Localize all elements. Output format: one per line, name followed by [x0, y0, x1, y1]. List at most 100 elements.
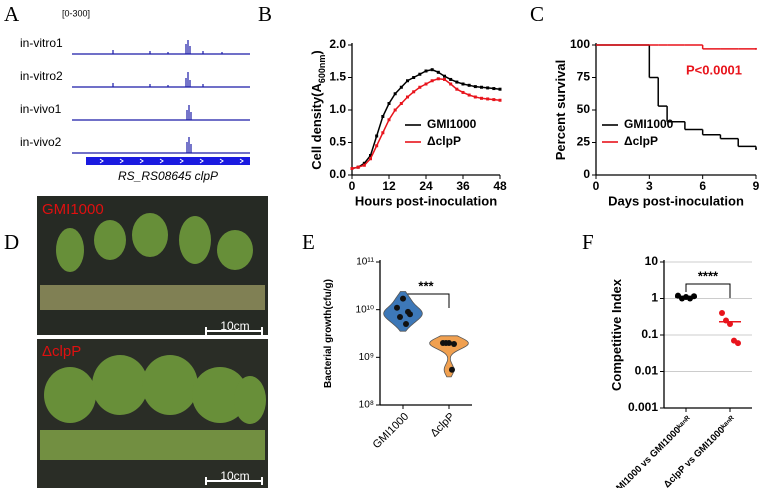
scale-label: 10cm [220, 319, 249, 333]
x-tick-label: 48 [493, 179, 507, 193]
y-tick-label: 1.5 [329, 70, 346, 84]
point [719, 310, 725, 317]
point [412, 90, 416, 94]
gene-arrows [99, 158, 244, 164]
x-tick-label: 12 [382, 179, 396, 193]
gene-label: RS_RS08645 clpP [118, 169, 218, 183]
plants [40, 213, 266, 460]
y-tick-label: 25 [577, 135, 591, 149]
point [424, 82, 428, 86]
track-label: in-vitro1 [20, 36, 63, 50]
point [381, 131, 385, 135]
point [418, 85, 422, 89]
y-axis-label: Bacterial growth(cfu/g) [323, 279, 334, 388]
y-tick-label: 10¹⁰ [356, 304, 374, 315]
point [399, 102, 403, 105]
y-tick-label: 0.001 [628, 400, 658, 414]
y-axis-label-part: Cell density(A [309, 82, 324, 169]
point [387, 102, 391, 105]
point [406, 79, 409, 83]
y-tick-label: 0.5 [329, 135, 346, 149]
panel-letter: E [302, 230, 315, 254]
x-tick-label: 24 [419, 179, 433, 193]
y-tick-label: 0.01 [635, 364, 659, 378]
coverage-tracks [72, 40, 250, 154]
x-tick-label: GMI1000 [371, 411, 411, 451]
x-tick-label: ΔclpP vs GMI1000ᵏᵃⁿᴿ [662, 414, 739, 488]
point [406, 95, 409, 99]
point [480, 96, 483, 100]
x-tick-label: 3 [646, 179, 653, 193]
point [449, 77, 453, 81]
point [375, 134, 379, 138]
track-label: in-vivo1 [20, 102, 62, 116]
point [400, 295, 406, 302]
point [362, 163, 366, 167]
point [473, 85, 477, 89]
point [356, 165, 360, 169]
track-range: [0-300] [62, 8, 90, 18]
y-tick-label: 1 [651, 291, 658, 305]
y-tick-label: 10⁹ [359, 352, 374, 363]
point [350, 167, 354, 170]
legend-label: ΔclpP [427, 134, 461, 148]
x-tick-label: 0 [593, 179, 600, 193]
track-label: in-vivo2 [20, 135, 62, 149]
x-tick-label: 36 [456, 179, 470, 193]
point [498, 87, 502, 91]
annotation: P<0.0001 [686, 62, 742, 77]
point [436, 77, 440, 81]
point [455, 80, 459, 84]
y-tick-label: 10⁸ [359, 400, 374, 411]
point [467, 83, 471, 87]
point [455, 87, 459, 91]
scale-bar [205, 477, 263, 485]
point [393, 108, 397, 112]
point [412, 76, 416, 79]
legend-label: GMI1000 [427, 117, 477, 131]
point [375, 144, 379, 148]
point [430, 68, 434, 72]
panel-d: GMI1000 ΔclpP 10cm 10cm [37, 196, 268, 488]
panel-letter: D [4, 230, 19, 254]
series-line [351, 78, 501, 170]
y-axis-label-part: Competitive Index [609, 278, 624, 391]
y-axis-label-part: Percent survival [553, 60, 568, 160]
y-tick-label: 10¹¹ [356, 257, 374, 268]
point [486, 86, 490, 90]
point [443, 77, 446, 81]
step-point [755, 47, 757, 50]
y-tick-label: 1.0 [329, 102, 346, 116]
point [362, 161, 366, 165]
point [381, 115, 385, 118]
x-tick-label: ΔclpP [428, 411, 457, 440]
panel-letter: B [258, 2, 272, 26]
legend-label: ΔclpP [624, 134, 658, 148]
photo-label: GMI1000 [42, 201, 104, 218]
x-tick-label: 6 [699, 179, 706, 193]
photo-label: ΔclpP [42, 343, 81, 360]
panel-letter: A [4, 2, 20, 26]
y-tick-label: 75 [577, 70, 591, 84]
point [407, 311, 413, 318]
panel-letter: C [530, 2, 544, 26]
point [387, 118, 391, 122]
point [735, 340, 741, 347]
point [436, 70, 440, 74]
y-axis-label: Competitive Index [609, 278, 624, 391]
violin [429, 335, 469, 378]
point [480, 85, 483, 89]
point [369, 154, 372, 157]
point [443, 74, 446, 78]
point [461, 82, 465, 86]
point [486, 97, 490, 101]
point [369, 157, 372, 161]
point [418, 72, 422, 76]
y-axis-label-part: Bacterial growth(cfu/g) [323, 279, 334, 388]
panel-letter: F [582, 230, 594, 254]
point [492, 87, 496, 91]
y-tick-label: 50 [577, 102, 591, 116]
point [397, 314, 403, 321]
point [424, 69, 428, 73]
